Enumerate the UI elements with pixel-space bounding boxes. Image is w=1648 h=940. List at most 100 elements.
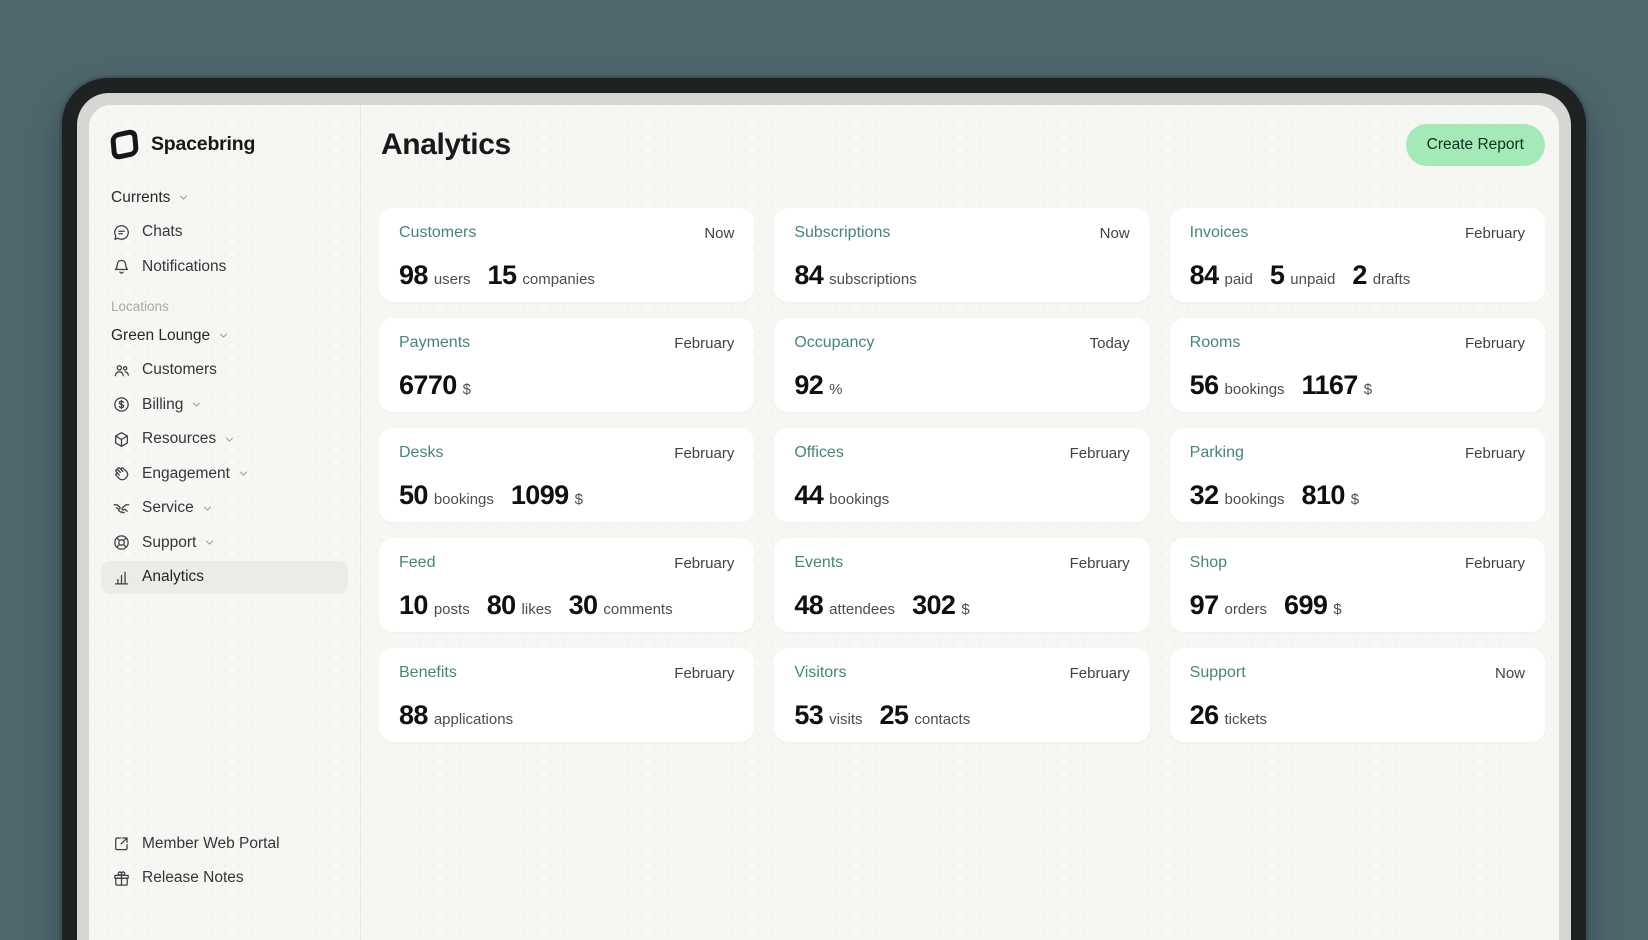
analytics-card-benefits[interactable]: Benefits February 88 applications: [379, 648, 755, 742]
analytics-card-desks[interactable]: Desks February 50 bookings 1099 $: [379, 428, 755, 522]
sidebar-item-engagement[interactable]: Engagement: [101, 457, 348, 490]
metric-bookings: 44 bookings: [794, 482, 889, 509]
sidebar-item-chats[interactable]: Chats: [101, 216, 348, 249]
metric-bookings: 50 bookings: [399, 482, 494, 509]
chevron-down-icon: [177, 191, 190, 204]
card-title: Desks: [399, 444, 444, 461]
chevron-down-icon: [190, 398, 203, 411]
chevron-down-icon: [237, 467, 250, 480]
sidebar-item-billing[interactable]: Billing: [101, 388, 348, 421]
metric-unit: bookings: [433, 491, 494, 508]
card-metrics: 48 attendees 302 $: [794, 592, 1129, 619]
card-metrics: 10 posts 80 likes 30 comments: [399, 592, 734, 619]
analytics-card-customers[interactable]: Customers Now 98 users 15 companies: [379, 208, 755, 302]
card-title: Customers: [399, 224, 477, 241]
sidebar-item-notifications[interactable]: Notifications: [101, 250, 348, 283]
bell-icon: [111, 257, 131, 277]
metric-value: 98: [399, 260, 428, 290]
analytics-card-payments[interactable]: Payments February 6770 $: [379, 318, 755, 412]
card-metrics: 98 users 15 companies: [399, 262, 734, 289]
card-metrics: 88 applications: [399, 702, 734, 729]
metric-value: 15: [487, 260, 517, 290]
card-period: February: [1464, 224, 1525, 242]
card-metrics: 56 bookings 1167 $: [1190, 372, 1525, 399]
metric-value: 26: [1189, 700, 1219, 730]
sidebar-item-support[interactable]: Support: [101, 526, 348, 559]
metric-value: 2: [1352, 260, 1367, 290]
metric-visits: 53 visits: [794, 702, 862, 729]
metric-unit: comments: [603, 601, 673, 618]
metric--: 92%: [794, 372, 842, 399]
external-link-icon: [111, 834, 131, 854]
analytics-card-invoices[interactable]: Invoices February 84 paid 5 unpaid 2 drafts: [1169, 208, 1545, 302]
card-metrics: 84 subscriptions: [794, 262, 1129, 289]
create-report-button[interactable]: Create Report: [1405, 124, 1545, 166]
card-period: Now: [1099, 224, 1130, 242]
brand-name: Spacebring: [151, 132, 256, 155]
card-period: February: [1069, 664, 1130, 682]
handshake-icon: [111, 498, 131, 518]
sidebar-item-resources[interactable]: Resources: [101, 423, 348, 456]
card-header: Events February: [794, 553, 1129, 573]
gift-icon: [111, 868, 131, 888]
sidebar-item-label: Notifications: [142, 257, 227, 275]
metric-unpaid: 5 unpaid: [1270, 262, 1335, 289]
metric-unit: drafts: [1372, 271, 1411, 288]
metric-value: 88: [399, 700, 428, 730]
analytics-card-shop[interactable]: Shop February 97 orders 699 $: [1169, 538, 1545, 632]
sidebar-item-member-web-portal[interactable]: Member Web Portal: [101, 827, 348, 860]
analytics-card-events[interactable]: Events February 48 attendees 302 $: [774, 538, 1150, 632]
metric-value: 84: [794, 260, 824, 290]
sidebar-item-analytics[interactable]: Analytics: [101, 560, 348, 594]
card-title: Subscriptions: [794, 224, 891, 241]
analytics-card-occupancy[interactable]: Occupancy Today 92%: [774, 318, 1150, 412]
metric-subscriptions: 84 subscriptions: [794, 262, 916, 289]
analytics-card-offices[interactable]: Offices February 44 bookings: [774, 428, 1150, 522]
metric-unit: bookings: [1224, 491, 1285, 508]
metric-value: 84: [1189, 260, 1219, 290]
metric-attendees: 48 attendees: [794, 592, 895, 619]
metric-value: 6770: [399, 370, 457, 400]
sidebar-nav: Currents Chats Notifications Locations Green…: [101, 181, 348, 594]
sidebar-item-label: Chats: [142, 223, 183, 240]
analytics-cards-grid: Customers Now 98 users 15 companies Subscripti…: [379, 208, 1545, 742]
analytics-card-support[interactable]: Support Now 26 tickets: [1169, 648, 1545, 742]
sidebar-item-label: Green Lounge: [111, 326, 211, 344]
sidebar-item-currents[interactable]: Currents: [101, 181, 348, 214]
metric-users: 98 users: [399, 262, 471, 289]
sidebar-item-green-lounge[interactable]: Green Lounge: [101, 319, 348, 352]
brand[interactable]: Spacebring: [110, 127, 338, 161]
metric-unit: applications: [433, 711, 514, 728]
sidebar-item-label: Engagement: [142, 464, 230, 482]
sidebar-section-label: Locations: [111, 298, 169, 314]
card-period: February: [1069, 444, 1130, 462]
analytics-card-feed[interactable]: Feed February 10 posts 80 likes 30 comments: [379, 538, 755, 632]
card-period: February: [674, 334, 735, 352]
metric-unit: $: [1350, 491, 1360, 508]
analytics-card-parking[interactable]: Parking February 32 bookings 810 $: [1169, 428, 1545, 522]
metric-unit: posts: [433, 601, 470, 618]
app-content: Spacebring Currents Chats Notifications Loc…: [89, 105, 1559, 940]
card-header: Support Now: [1190, 663, 1525, 683]
page-title: Analytics: [381, 128, 511, 161]
sidebar-footer: Member Web Portal Release Notes: [111, 827, 338, 896]
metric--: 810 $: [1302, 482, 1360, 509]
analytics-card-rooms[interactable]: Rooms February 56 bookings 1167 $: [1169, 318, 1545, 412]
metric-value: 810: [1301, 480, 1346, 510]
metric-value: 56: [1189, 370, 1219, 400]
chat-icon: [111, 222, 131, 242]
sidebar: Spacebring Currents Chats Notifications Loc…: [89, 105, 361, 940]
sidebar-item-release-notes[interactable]: Release Notes: [101, 862, 348, 895]
sidebar-item-customers[interactable]: Customers: [101, 354, 348, 387]
sidebar-item-service[interactable]: Service: [101, 492, 348, 525]
card-header: Offices February: [794, 443, 1129, 463]
analytics-card-visitors[interactable]: Visitors February 53 visits 25 contacts: [774, 648, 1150, 742]
dollar-circle-icon: [111, 395, 131, 415]
metric-unit: bookings: [1224, 381, 1285, 398]
metric--: 302 $: [912, 592, 970, 619]
analytics-card-subscriptions[interactable]: Subscriptions Now 84 subscriptions: [774, 208, 1150, 302]
card-header: Desks February: [399, 443, 734, 463]
card-metrics: 50 bookings 1099 $: [399, 482, 734, 509]
chevron-down-icon: [217, 329, 230, 342]
metric-value: 25: [879, 700, 909, 730]
